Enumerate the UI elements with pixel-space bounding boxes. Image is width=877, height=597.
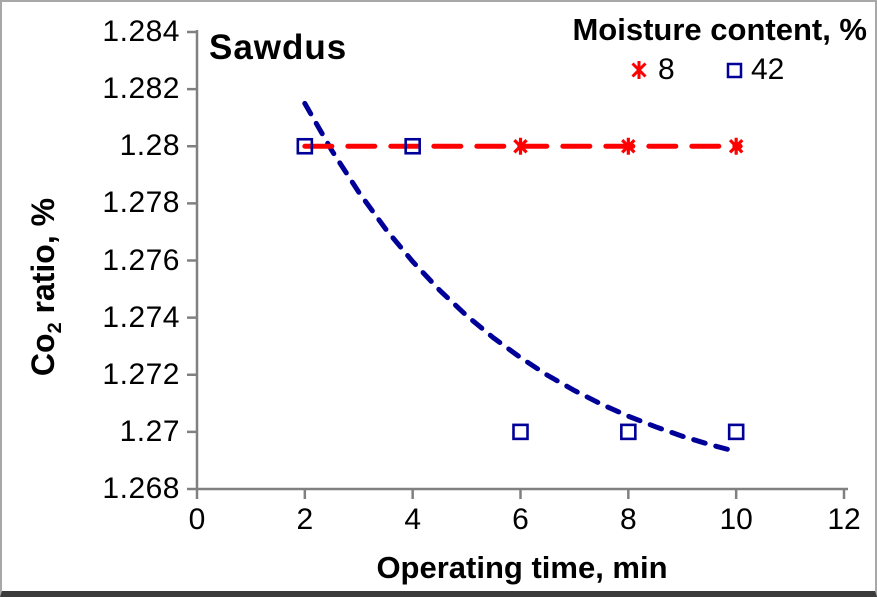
x-tick-label: 0 (188, 503, 206, 536)
series-42-marker (620, 423, 637, 441)
y-tick-label: 1.276 (102, 243, 180, 277)
series-8-marker (513, 137, 528, 155)
square-marker-glyph (726, 62, 743, 78)
series-42-marker (512, 423, 529, 441)
series-42-marker (404, 137, 421, 155)
legend-label-8: 8 (658, 53, 675, 86)
y-tick-label: 1.274 (102, 300, 180, 334)
y-tick-label: 1.284 (102, 15, 180, 48)
y-tick-label: 1.282 (102, 72, 180, 106)
square-marker-icon (726, 62, 743, 78)
y-tick-label: 1.272 (102, 357, 180, 391)
x-axis-title: Operating time, min (376, 550, 668, 585)
series-42-trendline (302, 100, 739, 455)
asterisk-marker-glyph (631, 61, 647, 79)
y-tick-label: 1.27 (119, 414, 180, 448)
x-tick-label: 2 (296, 503, 314, 536)
legend-title: Moisture content, % (572, 12, 867, 47)
y-tick-label: 1.28 (119, 129, 180, 163)
series-8-marker (621, 137, 636, 155)
series-8-marker (728, 137, 744, 155)
chart-title: Sawdus (209, 28, 348, 67)
y-axis-title: Co2 ratio, % (25, 198, 67, 376)
asterisk-marker-icon (631, 61, 647, 79)
x-tick-label: 8 (619, 503, 637, 536)
legend-item-moisture-42: 42 (726, 52, 784, 88)
series-42-marker (296, 137, 314, 155)
legend-item-moisture-8: 8 (628, 52, 675, 88)
y-tick-label: 1.268 (102, 472, 180, 505)
x-tick-label: 10 (719, 503, 753, 536)
legend-label-42: 42 (751, 53, 785, 86)
series-42-marker (727, 423, 745, 441)
y-tick-label: 1.278 (102, 186, 180, 220)
x-tick-label: 6 (512, 503, 529, 536)
x-tick-label: 4 (404, 503, 421, 536)
x-tick-label: 12 (827, 503, 861, 536)
